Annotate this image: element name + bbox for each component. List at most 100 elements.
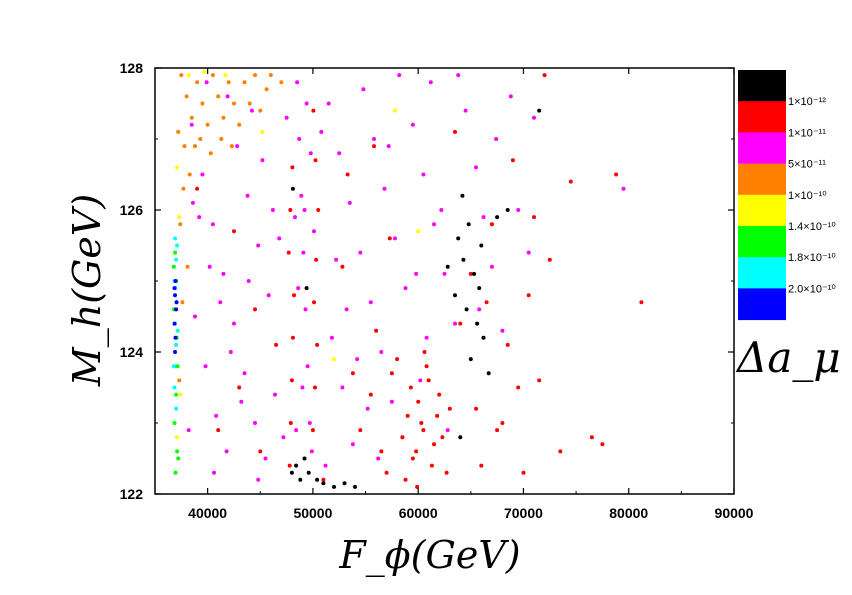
data-point bbox=[180, 300, 185, 305]
data-point bbox=[193, 144, 197, 149]
data-point bbox=[458, 321, 463, 326]
data-point bbox=[426, 378, 431, 383]
data-point bbox=[481, 335, 486, 340]
data-point bbox=[508, 94, 513, 99]
data-point bbox=[202, 69, 207, 74]
data-point bbox=[379, 350, 384, 354]
data-point bbox=[395, 357, 400, 362]
data-point bbox=[214, 413, 219, 418]
y-axis-title: M_h(GeV) bbox=[65, 194, 110, 387]
data-point bbox=[489, 222, 494, 227]
data-point bbox=[239, 399, 244, 404]
data-point bbox=[505, 342, 510, 347]
data-point bbox=[310, 428, 315, 433]
data-point bbox=[484, 300, 489, 305]
data-point bbox=[290, 335, 295, 340]
data-point bbox=[279, 80, 284, 85]
data-point bbox=[256, 243, 261, 248]
data-point bbox=[266, 293, 271, 298]
data-point bbox=[274, 342, 279, 347]
data-point bbox=[173, 293, 177, 298]
data-point bbox=[442, 271, 447, 276]
colorbar-label: 1×10⁻¹⁰ bbox=[788, 190, 827, 202]
data-point bbox=[456, 236, 461, 241]
data-point bbox=[178, 222, 183, 227]
data-point bbox=[173, 250, 177, 255]
data-point bbox=[174, 300, 179, 305]
data-point bbox=[198, 137, 203, 141]
data-point bbox=[347, 200, 352, 205]
data-point bbox=[223, 73, 228, 78]
data-point bbox=[403, 477, 408, 482]
colorbar: 1×10⁻¹² 1×10⁻¹¹ 5×10⁻¹¹ 1×10⁻¹⁰ 1.4×10⁻¹⁰ 1.8… bbox=[738, 70, 836, 321]
data-point bbox=[416, 399, 421, 404]
data-point bbox=[387, 236, 392, 241]
data-point bbox=[297, 137, 302, 141]
data-point bbox=[203, 364, 208, 369]
data-point bbox=[416, 229, 421, 234]
data-point bbox=[189, 115, 194, 120]
data-point bbox=[445, 428, 450, 433]
data-point bbox=[304, 286, 309, 291]
data-point bbox=[208, 151, 213, 156]
data-point bbox=[414, 449, 419, 454]
data-point bbox=[197, 215, 202, 220]
data-point bbox=[495, 215, 500, 220]
data-point bbox=[308, 151, 313, 156]
data-point bbox=[365, 406, 370, 411]
data-point bbox=[173, 335, 178, 340]
data-point bbox=[181, 186, 186, 191]
data-point bbox=[537, 108, 542, 113]
data-point bbox=[419, 421, 424, 425]
data-point bbox=[453, 293, 457, 298]
x-tick-label: 60000 bbox=[399, 505, 438, 521]
data-point bbox=[247, 101, 252, 106]
data-point bbox=[479, 243, 484, 248]
data-point bbox=[270, 208, 275, 212]
data-point bbox=[421, 428, 426, 433]
data-point bbox=[422, 350, 427, 354]
data-point bbox=[329, 335, 334, 340]
data-point bbox=[340, 264, 345, 269]
colorbar-label: 1×10⁻¹¹ bbox=[788, 127, 826, 139]
data-point bbox=[263, 456, 268, 461]
data-point bbox=[305, 364, 310, 369]
data-point bbox=[260, 158, 265, 163]
data-point bbox=[361, 87, 366, 92]
data-point bbox=[386, 144, 391, 149]
data-point bbox=[195, 186, 200, 191]
data-point bbox=[379, 449, 384, 454]
data-point bbox=[313, 385, 317, 390]
data-point bbox=[558, 449, 563, 454]
data-point bbox=[510, 158, 515, 163]
data-point bbox=[428, 80, 433, 85]
data-point bbox=[568, 179, 573, 184]
data-point bbox=[175, 435, 180, 440]
y-tick-label: 124 bbox=[120, 344, 144, 360]
data-point bbox=[256, 477, 261, 482]
data-point bbox=[232, 229, 236, 234]
data-point bbox=[288, 421, 293, 425]
data-point bbox=[287, 463, 292, 468]
data-point bbox=[173, 236, 177, 241]
data-point bbox=[242, 80, 247, 85]
x-tick-label: 80000 bbox=[609, 505, 648, 521]
data-point bbox=[477, 286, 482, 291]
data-point bbox=[175, 328, 180, 333]
colorbar-label: 2.0×10⁻¹⁰ bbox=[788, 283, 836, 295]
data-point bbox=[468, 357, 473, 362]
data-point bbox=[171, 364, 176, 369]
data-point bbox=[253, 307, 257, 312]
points-layer bbox=[171, 69, 644, 489]
data-point bbox=[212, 470, 216, 475]
data-point bbox=[174, 307, 179, 312]
colorbar-band bbox=[738, 257, 786, 289]
data-point bbox=[326, 101, 331, 106]
data-point bbox=[382, 186, 387, 191]
data-point bbox=[176, 129, 181, 134]
data-point bbox=[372, 137, 376, 141]
colorbar-title: Δa_μ bbox=[735, 333, 841, 382]
data-point bbox=[345, 172, 350, 177]
data-point bbox=[200, 101, 205, 106]
x-tick-label: 70000 bbox=[504, 505, 543, 521]
